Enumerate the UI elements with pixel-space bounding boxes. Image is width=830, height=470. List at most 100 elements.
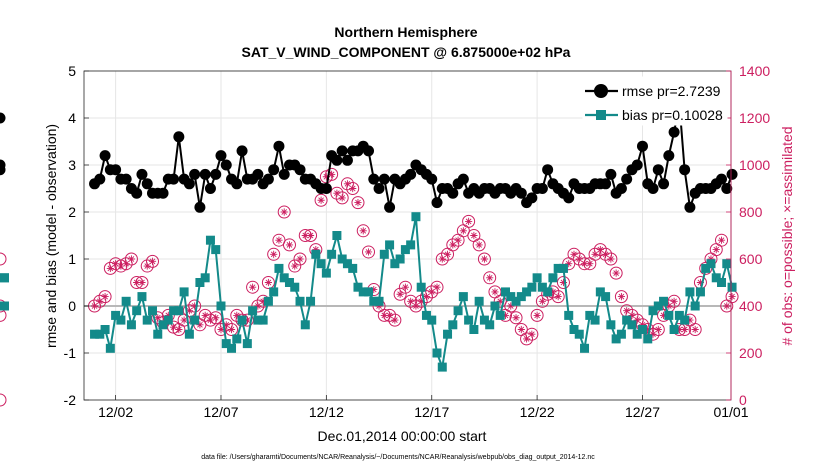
bias-point: [116, 315, 126, 325]
obs-assimilated-asterisk: [338, 194, 346, 202]
obs-assimilated-asterisk: [528, 330, 536, 338]
obs-assimilated-asterisk: [665, 302, 673, 310]
bias-point: [374, 296, 384, 306]
bias-point: [622, 315, 632, 325]
obs-possible-circle: [198, 308, 212, 322]
rmse-point: [515, 187, 527, 199]
obs-assimilated-asterisk: [517, 325, 525, 334]
obs-count-point: [462, 214, 476, 228]
bias-point: [464, 315, 474, 325]
bias-point: [111, 310, 121, 320]
obs-count-point: [483, 271, 497, 285]
obs-assimilated-asterisk: [491, 288, 499, 296]
obs-possible-circle: [124, 252, 138, 266]
obs-count-point: [530, 308, 544, 322]
obs-possible-circle: [393, 287, 407, 301]
rmse-point: [647, 183, 659, 194]
bias-point: [147, 306, 157, 316]
bias-point: [690, 301, 700, 311]
obs-assimilated-asterisk: [538, 297, 546, 305]
bias-point: [616, 329, 626, 339]
bias-point: [537, 282, 547, 292]
obs-count-point: [119, 257, 133, 271]
obs-count-point: [651, 323, 665, 336]
obs-assimilated-asterisk: [138, 278, 146, 287]
rmse-point: [378, 173, 390, 185]
obs-possible-circle: [261, 276, 275, 289]
bias-point: [706, 259, 716, 269]
obs-assimilated-asterisk: [154, 314, 162, 322]
obs-possible-circle: [388, 313, 402, 327]
rmse-point: [668, 126, 680, 138]
obs-count-point: [493, 294, 507, 308]
rmse-point: [600, 178, 612, 190]
bias-point: [580, 343, 590, 353]
bias-point: [669, 325, 679, 334]
rmse-point: [320, 183, 332, 194]
rmse-point: [278, 168, 290, 180]
obs-count-point: [667, 294, 681, 308]
obs-assimilated-asterisk: [443, 250, 452, 258]
obs-assimilated-asterisk: [533, 311, 541, 319]
obs-possible-circle: [288, 259, 302, 273]
bias-point: [632, 329, 642, 339]
obs-possible-circle: [219, 318, 233, 332]
bias-point: [495, 310, 505, 320]
obs-possible-circle: [188, 299, 202, 313]
obs-count-point: [430, 280, 444, 294]
bias-point: [685, 287, 695, 297]
obs-assimilated-asterisk: [433, 283, 441, 291]
obs-assimilated-asterisk: [686, 316, 694, 324]
rmse-point: [0, 112, 6, 124]
obs-assimilated-asterisk: [296, 255, 304, 263]
obs-assimilated-asterisk: [180, 316, 188, 324]
obs-assimilated-asterisk: [470, 231, 478, 240]
bias-point: [358, 287, 368, 297]
obs-count-point: [93, 294, 107, 308]
y-right-tick-label: 1000: [739, 157, 770, 173]
obs-possible-circle: [340, 177, 354, 191]
rmse-point: [0, 164, 6, 176]
obs-assimilated-asterisk: [101, 293, 109, 301]
bias-point: [674, 310, 684, 320]
rmse-point: [110, 164, 122, 176]
bias-point: [237, 315, 247, 325]
rmse-point: [136, 168, 148, 180]
rmse-point: [231, 178, 243, 190]
obs-assimilated-asterisk: [191, 302, 199, 310]
obs-possible-circle: [462, 214, 476, 228]
obs-assimilated-asterisk: [148, 257, 157, 265]
y-right-tick-label: 1400: [739, 63, 770, 79]
obs-count-point: [325, 167, 339, 181]
y-tick-label: 5: [68, 63, 76, 79]
obs-count-point: [419, 290, 433, 304]
bias-point: [227, 343, 237, 353]
bias-point: [406, 240, 416, 250]
rmse-point: [536, 183, 548, 194]
obs-assimilated-asterisk: [428, 288, 436, 296]
bias-point: [258, 315, 268, 325]
rmse-point: [447, 187, 459, 199]
obs-possible-circle: [251, 299, 265, 313]
bias-point: [90, 329, 100, 339]
obs-assimilated-asterisk: [570, 250, 578, 258]
obs-assimilated-asterisk: [486, 274, 494, 282]
obs-possible-circle: [0, 308, 7, 322]
obs-possible-circle: [362, 245, 376, 259]
obs-count-point: [435, 252, 449, 266]
obs-assimilated-asterisk: [712, 246, 720, 254]
bias-point: [137, 292, 147, 302]
rmse-point: [336, 145, 348, 157]
bias-point: [527, 282, 537, 292]
obs-assimilated-asterisk: [707, 255, 715, 263]
obs-assimilated-asterisk: [717, 236, 726, 244]
obs-count-point: [398, 280, 412, 294]
obs-count-point: [225, 323, 239, 336]
obs-count-point: [414, 294, 428, 308]
obs-count-point: [151, 311, 165, 325]
y-tick-label: 1: [68, 251, 76, 267]
y-right-tick-label: 0: [739, 392, 747, 408]
obs-assimilated-asterisk: [617, 293, 626, 301]
bias-point: [400, 245, 410, 255]
